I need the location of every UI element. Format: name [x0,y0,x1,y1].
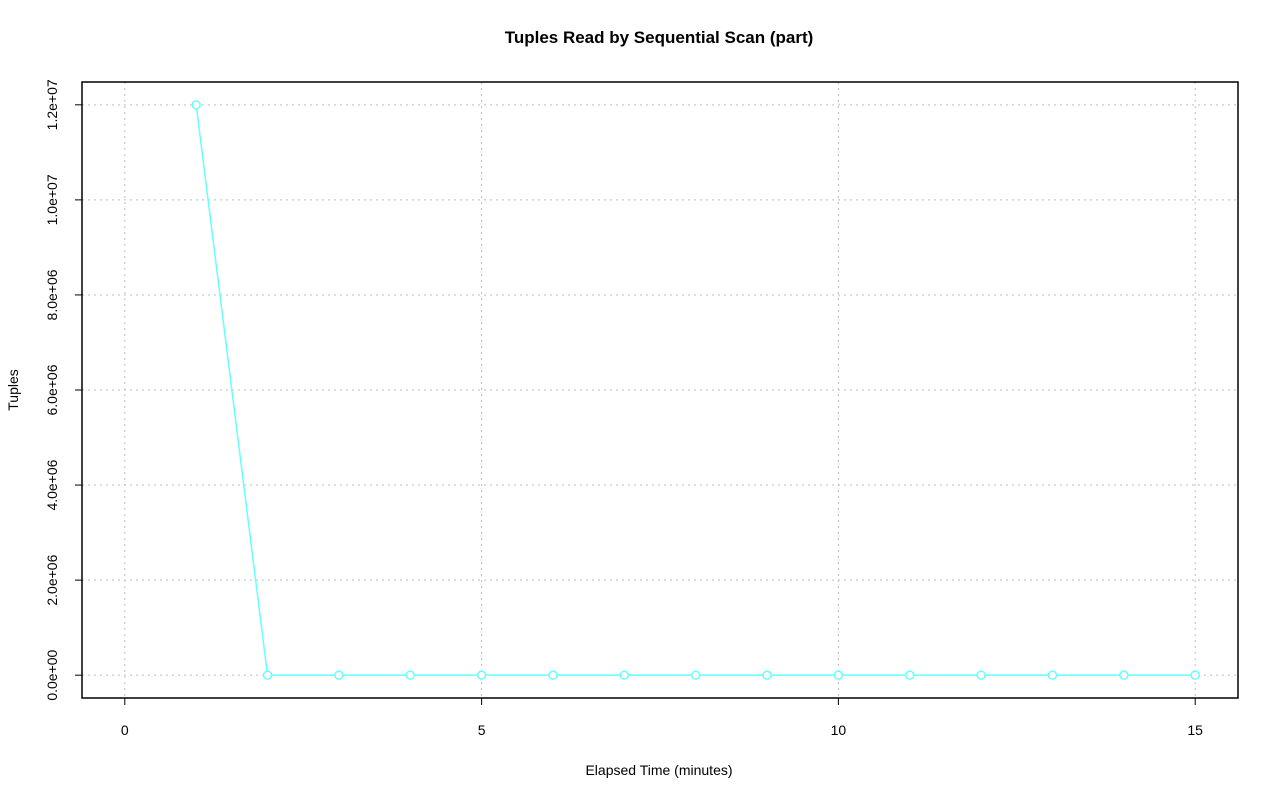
data-point [1047,670,1058,680]
data-point [1119,670,1129,680]
data-point [690,670,701,680]
data-point [1190,670,1200,680]
y-tick-label: 1.2e+07 [44,79,60,130]
data-point [833,670,844,680]
data-point [262,670,273,680]
data-point [191,100,201,110]
chart-title: Tuples Read by Sequential Scan (part) [505,28,814,47]
y-axis-label: Tuples [5,369,21,411]
y-tick-label: 1.0e+07 [44,174,60,225]
x-tick-label: 0 [121,722,129,738]
y-tick-label: 2.0e+06 [44,554,60,605]
data-point [762,670,772,680]
y-tick-label: 8.0e+06 [44,269,60,320]
x-tick-label: 15 [1187,722,1203,738]
x-tick-label: 10 [831,722,847,738]
data-point [405,670,415,680]
data-point [548,670,558,680]
data-point [619,670,630,680]
y-tick-label: 4.0e+06 [44,459,60,510]
y-tick-label: 6.0e+06 [44,364,60,415]
data-point [976,670,986,680]
data-point [476,670,487,680]
data-point [905,670,915,680]
y-tick-label: 0.0e+00 [44,649,60,700]
x-axis-label: Elapsed Time (minutes) [585,762,732,778]
plot-frame [81,81,1239,699]
x-tick-label: 5 [478,722,486,738]
data-point [334,670,344,680]
